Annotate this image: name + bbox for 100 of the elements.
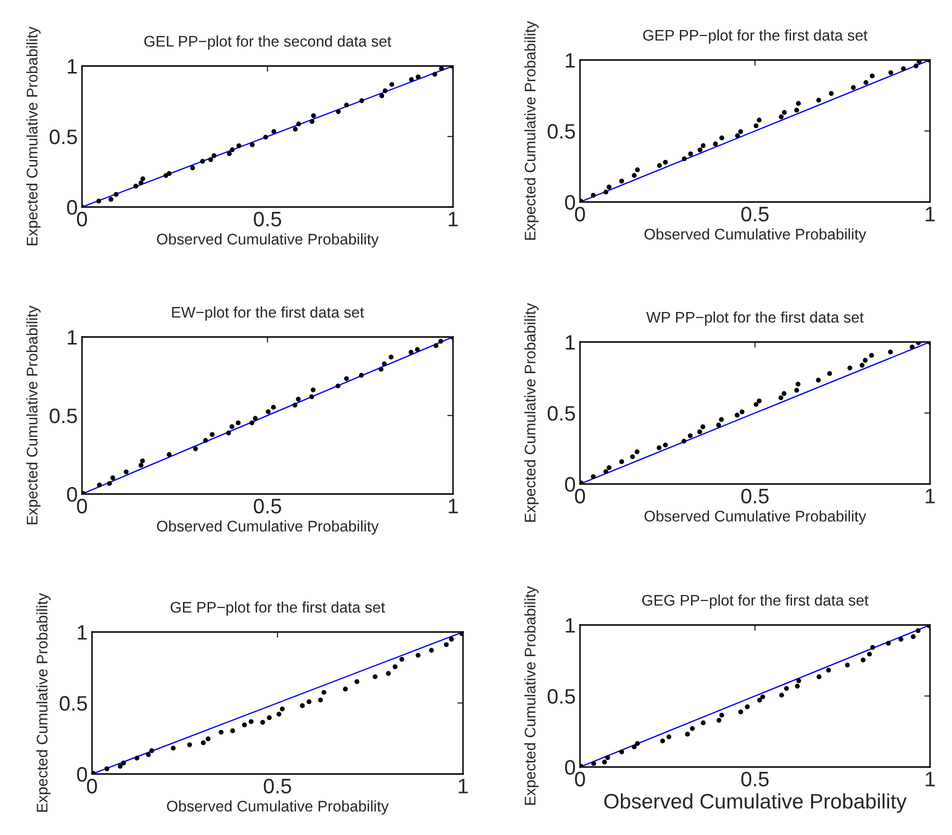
y-tick-label: 1 [566,335,575,350]
point [166,452,172,457]
point [252,416,258,421]
point [688,151,694,156]
point [344,102,349,108]
point [656,445,662,450]
y-axis-title: Expected Cumulative Probability [524,586,539,805]
x-tick-label: 1 [448,498,458,514]
y-tick-label: 0.5 [50,408,77,424]
point [756,118,762,122]
y-tick-label: 1 [68,59,77,74]
point [459,632,463,636]
point [230,147,235,152]
point [816,98,822,103]
x-tick-label: 1 [926,488,935,504]
point [107,481,112,486]
x-tick-label: 0.5 [254,212,282,226]
x-axis-title: Observed Cumulative Probability [166,800,389,815]
x-axis-title: Observed Cumulative Probability [156,520,379,535]
x-tick-label: 0.5 [741,488,769,504]
point [718,417,724,422]
point [754,402,758,407]
point [134,756,140,760]
point [389,82,394,87]
point [794,108,800,113]
point [740,409,744,414]
point [359,98,364,104]
point [118,764,123,769]
point [386,671,391,676]
point [382,88,388,94]
chart-title: GEL PP−plot for the second data set [144,35,392,50]
point [250,142,255,148]
point [114,192,119,197]
point [782,391,786,396]
point [716,718,722,723]
y-tick-label: 0.5 [548,689,575,704]
chart-title: WP PP−plot for the first data set [646,311,864,326]
point [888,70,894,76]
point [870,645,876,650]
point [271,404,276,410]
point [888,350,893,354]
point [444,642,449,648]
point [416,74,421,80]
point [685,732,690,737]
y-tick-label: 0 [565,195,576,210]
point [605,755,610,760]
point [104,766,110,772]
point [200,158,205,164]
point [860,658,866,662]
point [300,703,305,708]
point [310,388,316,392]
point [108,196,114,202]
point [630,454,635,460]
point [713,142,718,146]
point [96,198,102,204]
point [657,163,662,168]
point [296,122,302,126]
point [140,458,145,464]
y-tick-label: 0.5 [548,124,575,139]
point [796,382,800,387]
point [591,761,596,766]
y-tick-label: 0 [565,477,576,492]
y-tick-label: 0 [565,760,576,775]
point [206,736,211,742]
point [914,64,918,68]
point [862,358,868,363]
x-axis-title: Observed Cumulative Probability [604,793,907,813]
point [698,147,702,152]
point [719,712,724,718]
chart-title: GEG PP−plot for the first data set [642,594,868,609]
point [760,694,766,700]
point [606,465,612,470]
point [193,446,198,452]
point [229,424,234,430]
x-tick-label: 1 [458,778,468,794]
point [318,698,323,702]
point [590,192,596,198]
point [666,734,672,740]
point [735,133,740,138]
point [200,740,206,746]
point [280,706,285,712]
y-axis-title: Expected Cumulative Probability [524,21,539,240]
point [382,361,387,366]
point [826,668,831,673]
x-tick-label: 0 [87,778,97,794]
chart-title: EW−plot for the first data set [172,306,364,321]
point [794,388,800,393]
point [82,490,86,494]
point [778,395,784,400]
point [166,171,172,176]
point [632,744,637,750]
y-tick-label: 0.5 [50,130,77,144]
y-tick-label: 0.5 [548,406,575,421]
point [429,648,434,653]
point [434,343,438,348]
point [140,176,146,182]
point [271,129,276,134]
point [248,719,254,724]
x-tick-label: 0.5 [254,498,282,514]
point [864,80,868,85]
